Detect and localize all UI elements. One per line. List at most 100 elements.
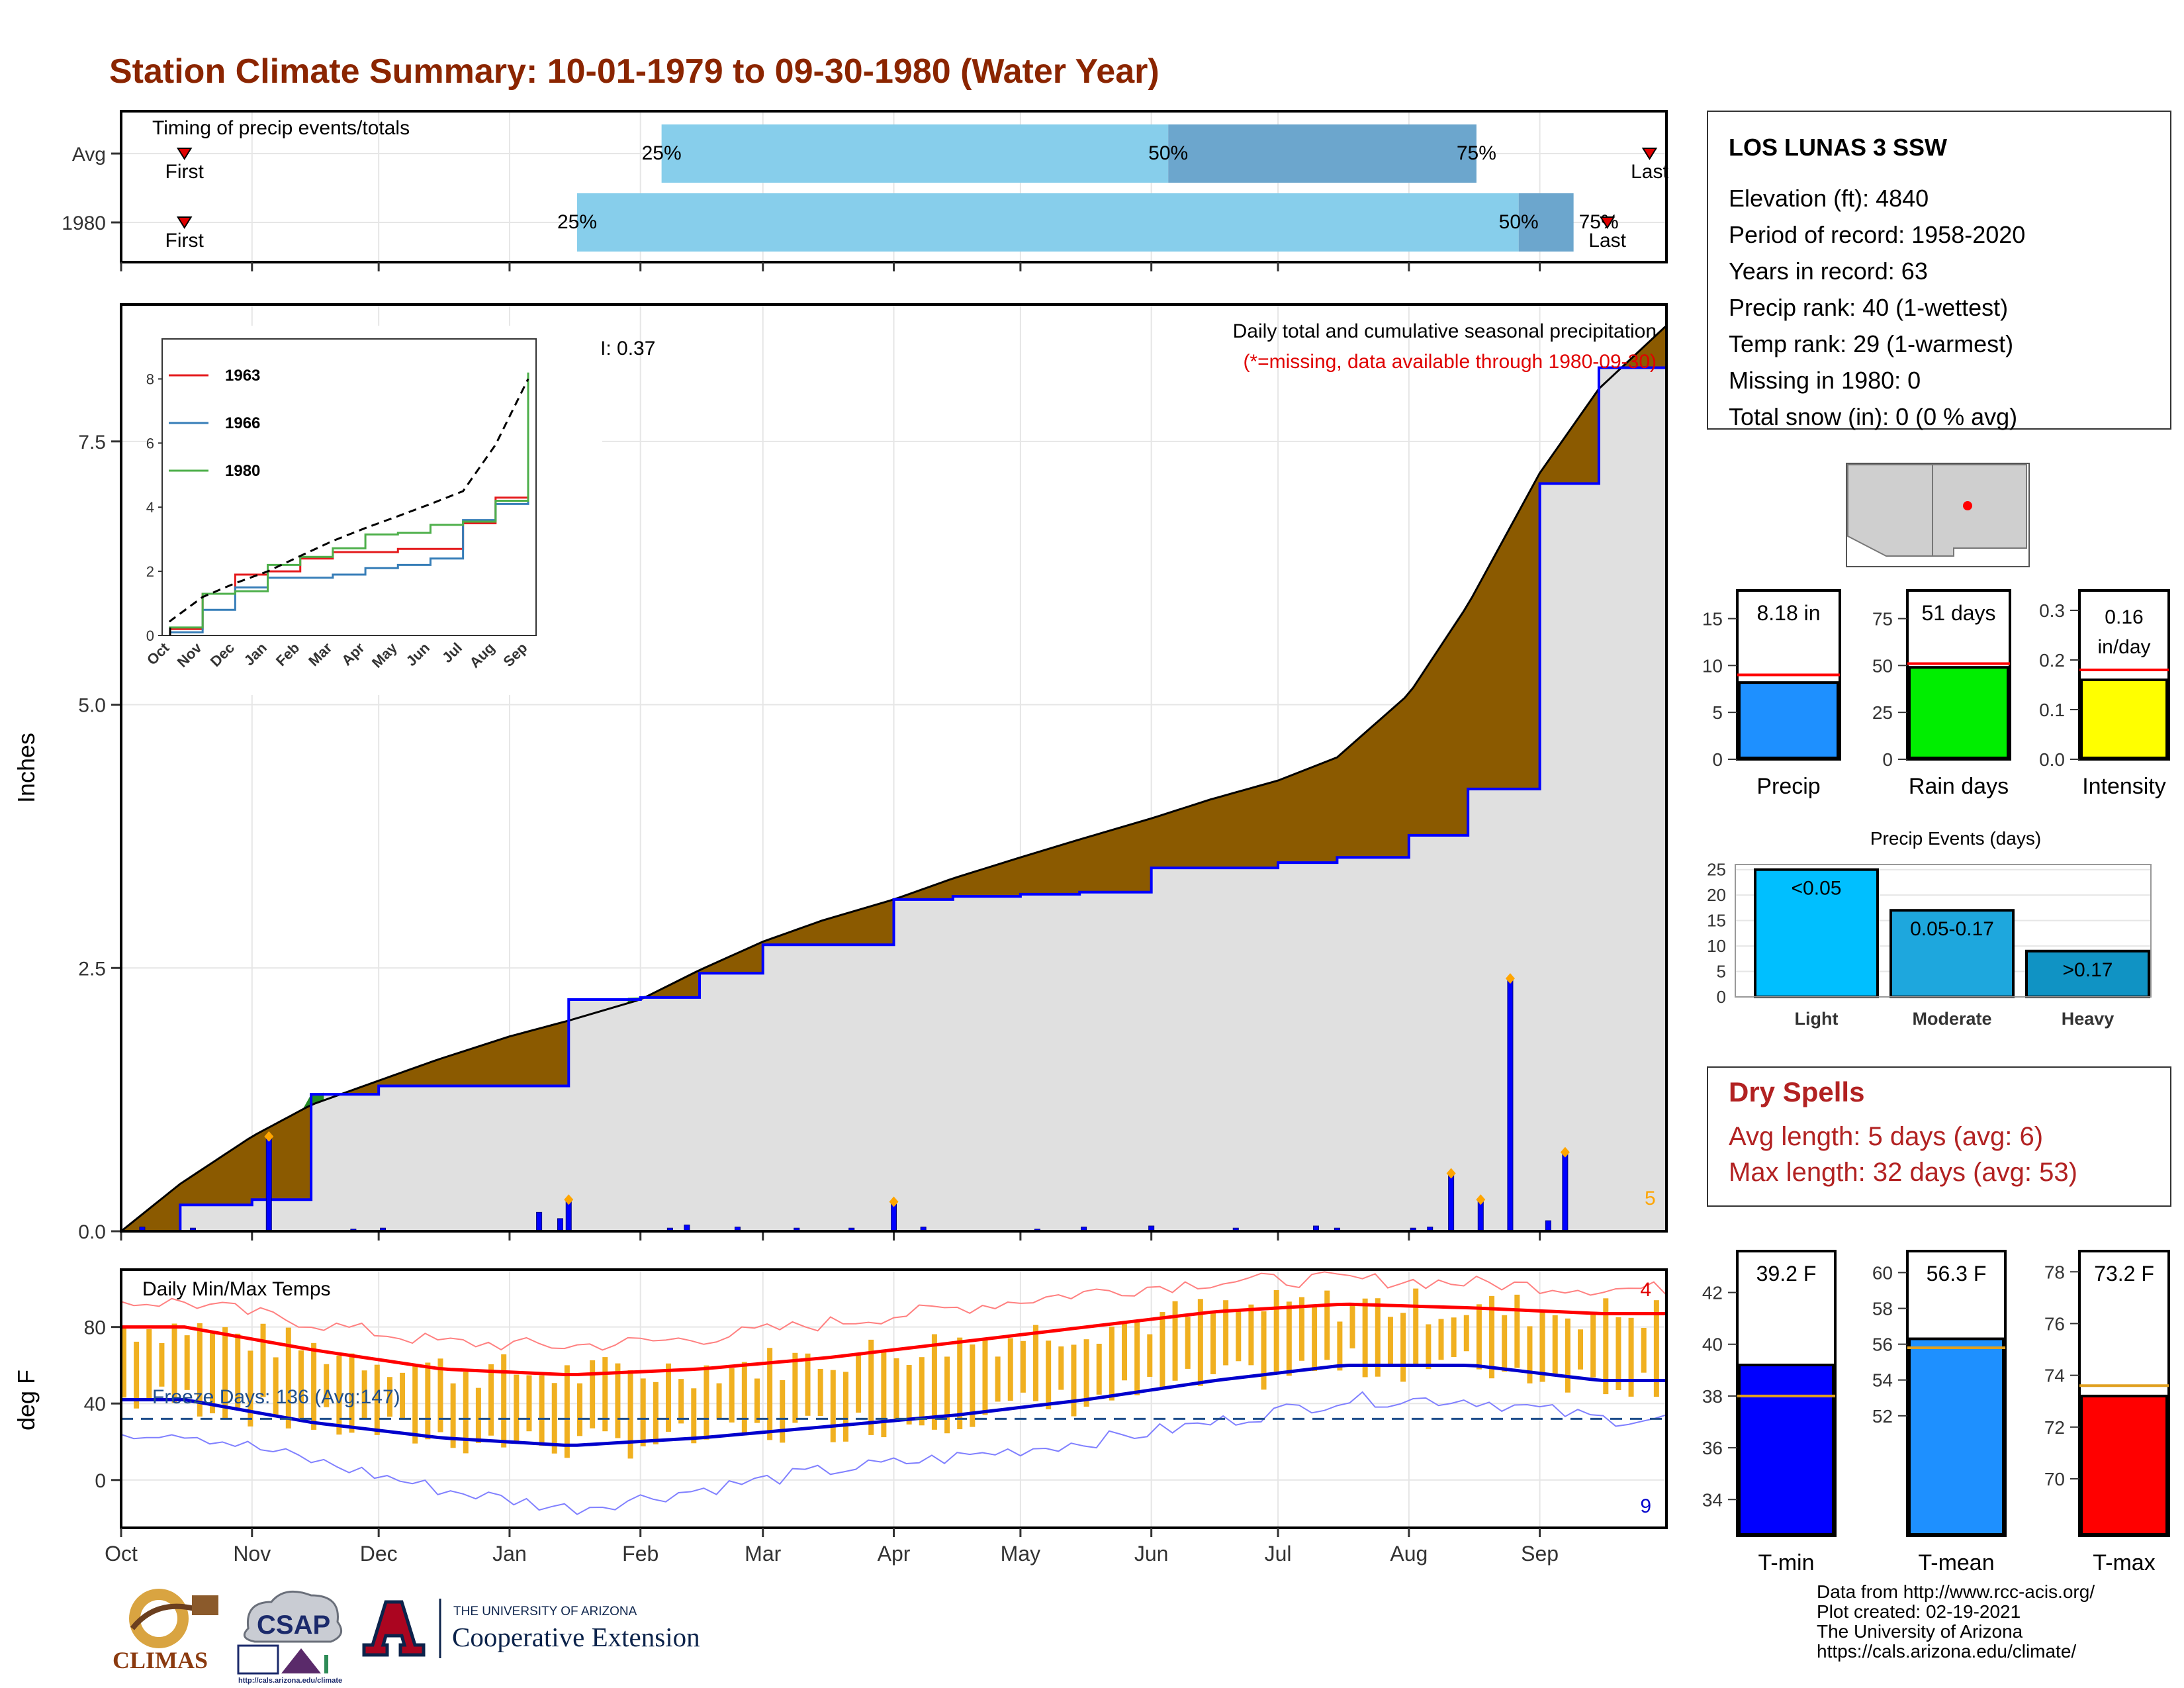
month-tick-label: Oct xyxy=(105,1542,138,1566)
mini-chart-bar xyxy=(1908,666,2009,760)
events-bar-range-label: 0.05-0.17 xyxy=(1910,918,1994,940)
timing-row-label: 1980 xyxy=(62,212,106,234)
timing-panel-label: Timing of precip events/totals xyxy=(152,117,410,139)
temp-y-axis-title: deg F xyxy=(13,1370,40,1430)
mini-chart-tick: 50 xyxy=(1872,655,1893,676)
main-figure: Station Climate Summary: 10-01-1979 to 0… xyxy=(13,52,2171,1575)
dry-spells-box: Dry Spells Avg length: 5 days (avg: 6) Max… xyxy=(1707,1066,2171,1207)
daily-temp-bar xyxy=(1362,1298,1368,1378)
last-marker-icon xyxy=(1599,216,1615,229)
mini-chart-tick: 56 xyxy=(1872,1335,1893,1355)
daily-temp-bar xyxy=(1539,1311,1545,1382)
daily-temp-bar xyxy=(1463,1315,1469,1352)
daily-temp-bar xyxy=(653,1382,659,1444)
daily-temp-bar xyxy=(324,1364,330,1407)
pct-75-label: 75% xyxy=(1457,142,1496,164)
daily-temp-bar xyxy=(1248,1304,1254,1366)
daily-temp-bar xyxy=(868,1339,874,1435)
daily-temp-bar xyxy=(780,1380,786,1443)
daily-temp-bar xyxy=(817,1368,823,1417)
daily-temp-bar xyxy=(1134,1320,1140,1395)
daily-temp-bar xyxy=(1071,1344,1077,1417)
mini-chart-bar xyxy=(2080,679,2168,759)
mini-chart-tick: 76 xyxy=(2044,1313,2065,1334)
month-tick-label: Jun xyxy=(1134,1542,1169,1566)
daily-temp-bar xyxy=(1514,1294,1520,1368)
daily-temp-bar xyxy=(1628,1317,1634,1397)
temp-panel-label: Daily Min/Max Temps xyxy=(142,1278,331,1300)
last-label: Last xyxy=(1588,230,1626,252)
mini-chart-tick: 0.2 xyxy=(2039,650,2065,671)
daily-temp-bar xyxy=(1046,1340,1052,1409)
events-bar-category-label: Heavy xyxy=(2062,1009,2115,1029)
month-tick-label: Apr xyxy=(878,1542,911,1566)
mini-chart-label: T-mean xyxy=(1918,1550,1994,1575)
heavy-event-marker xyxy=(264,1131,274,1142)
inset-legend-label: 1963 xyxy=(225,367,260,385)
daily-temp-bar xyxy=(501,1354,507,1448)
daily-temp-bar xyxy=(171,1323,177,1403)
daily-temp-bar xyxy=(1387,1317,1393,1365)
inset-legend-label: 1980 xyxy=(225,462,260,480)
daily-temp-bar xyxy=(488,1364,494,1436)
mini-chart-tick: 70 xyxy=(2044,1469,2065,1489)
credits-block: Data from http://www.rcc-acis.org/ Plot … xyxy=(1817,1582,2095,1662)
daily-precip-bar xyxy=(1562,1152,1569,1232)
y-tick-label: 0.0 xyxy=(78,1221,106,1243)
timing-bar-50-75 xyxy=(1168,124,1477,183)
mini-chart-label: Rain days xyxy=(1909,774,2009,799)
daily-temp-bar xyxy=(931,1334,937,1430)
daily-temp-bar xyxy=(311,1342,317,1430)
y-tick-label: 40 xyxy=(84,1393,106,1415)
daily-temp-bar xyxy=(1489,1295,1495,1379)
mini-chart-tick: 36 xyxy=(1702,1438,1723,1458)
temperature-panel: Daily Min/Max Temps Freeze Days: 136 (Avg… xyxy=(13,1268,1668,1566)
y-tick-label: 80 xyxy=(84,1317,106,1339)
precip-panel-frame xyxy=(120,303,1668,1233)
events-chart-tick: 25 xyxy=(1707,860,1726,880)
events-chart-frame xyxy=(1735,864,2152,998)
daily-temp-bar xyxy=(1210,1312,1216,1374)
mini-chart-tick: 42 xyxy=(1702,1283,1723,1303)
mini-chart-tick: 74 xyxy=(2044,1366,2065,1386)
station-location-icon xyxy=(1963,501,1972,510)
station-info-box xyxy=(1707,111,2171,430)
mini-chart-tick: 75 xyxy=(1872,609,1893,630)
daily-temp-bar xyxy=(1261,1311,1267,1390)
heavy-event-marker xyxy=(564,1194,574,1205)
freeze-days-label: Freeze Days: 136 (Avg:147) xyxy=(152,1386,400,1408)
mini-chart-value: 39.2 F xyxy=(1756,1262,1817,1286)
daily-temp-bar xyxy=(121,1327,126,1398)
station-info-line: Total snow (in): 0 (0 % avg) xyxy=(1729,403,2017,430)
daily-temp-bar xyxy=(590,1360,596,1429)
daily-temp-bar xyxy=(1400,1313,1406,1382)
mini-chart-value: 8.18 in xyxy=(1756,601,1820,625)
record-temp-line xyxy=(120,1391,1667,1515)
daily-temp-bar xyxy=(716,1383,722,1420)
events-bar-category-label: Light xyxy=(1795,1009,1839,1029)
daily-temp-bar xyxy=(640,1378,646,1446)
station-info-line: Missing in 1980: 0 xyxy=(1729,367,1921,394)
y-tick-label: 0 xyxy=(95,1470,106,1492)
mini-chart-tick: 10 xyxy=(1702,655,1723,676)
mini-chart-tick: 58 xyxy=(1872,1299,1893,1319)
y-tick-label: 7.5 xyxy=(78,432,106,453)
inset-y-tick: 4 xyxy=(146,499,154,516)
daily-temp-bar xyxy=(881,1351,887,1438)
daily-temp-bar xyxy=(1527,1326,1533,1383)
right-column: LOS LUNAS 3 SSW Elevation (ft): 4840 Perio… xyxy=(1702,111,2171,1575)
daily-temp-bar xyxy=(1286,1301,1292,1376)
first-marker-icon xyxy=(176,148,193,160)
timing-bar-25-50 xyxy=(577,193,1519,252)
events-chart-title: Precip Events (days) xyxy=(1870,828,2041,849)
daily-temp-bar xyxy=(1375,1298,1381,1377)
daily-precip-bar xyxy=(1545,1220,1551,1232)
mini-chart-tick: 15 xyxy=(1702,609,1723,630)
timing-row: 25% 50% 75% First Last 1980 xyxy=(62,193,1627,252)
daily-temp-bar xyxy=(361,1370,367,1419)
mini-chart-tick: 72 xyxy=(2044,1417,2065,1438)
month-tick-label: May xyxy=(1001,1542,1040,1566)
station-name: LOS LUNAS 3 SSW xyxy=(1729,134,1947,161)
record-temp-line xyxy=(120,1271,1667,1351)
daily-temp-bar xyxy=(627,1370,633,1459)
